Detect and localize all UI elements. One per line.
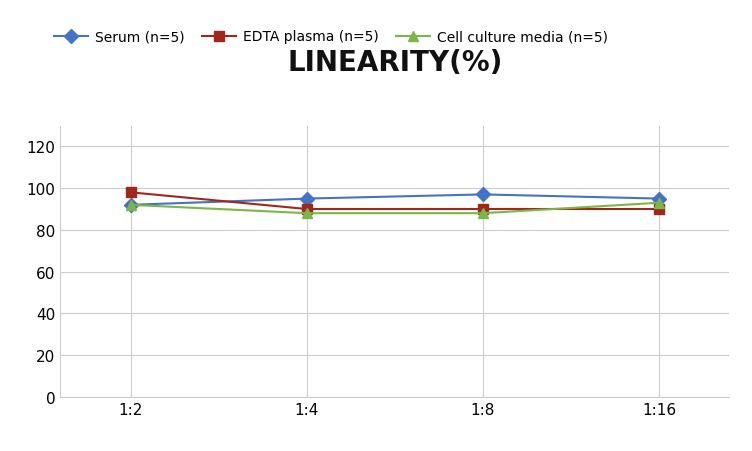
EDTA plasma (n=5) [302,207,311,212]
EDTA plasma (n=5) [654,207,663,212]
Serum (n=5) [126,202,135,208]
Serum (n=5) [478,192,487,198]
Legend: Serum (n=5), EDTA plasma (n=5), Cell culture media (n=5): Serum (n=5), EDTA plasma (n=5), Cell cul… [53,30,608,44]
Cell culture media (n=5) [302,211,311,216]
Line: Serum (n=5): Serum (n=5) [126,190,664,210]
Cell culture media (n=5) [478,211,487,216]
Cell culture media (n=5) [126,202,135,208]
Line: EDTA plasma (n=5): EDTA plasma (n=5) [126,188,664,214]
Serum (n=5) [302,197,311,202]
EDTA plasma (n=5) [126,190,135,196]
Title: LINEARITY(%): LINEARITY(%) [287,49,502,77]
Serum (n=5) [654,197,663,202]
Line: Cell culture media (n=5): Cell culture media (n=5) [126,198,664,219]
Cell culture media (n=5) [654,201,663,206]
EDTA plasma (n=5) [478,207,487,212]
